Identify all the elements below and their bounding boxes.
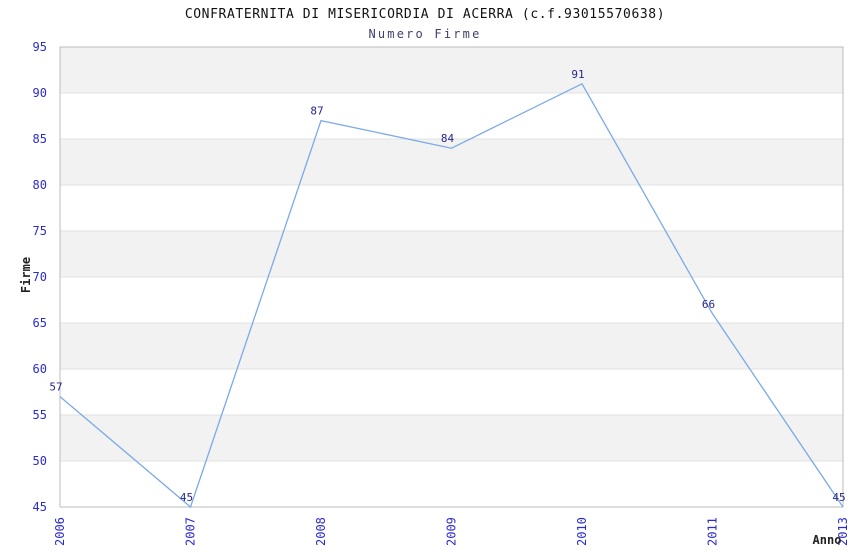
chart-title: CONFRATERNITA DI MISERICORDIA DI ACERRA …: [184, 7, 666, 22]
plot-band: [60, 185, 843, 231]
x-axis-title: Anno: [812, 533, 842, 547]
data-point-label: 66: [702, 298, 715, 311]
x-tick-label: 2013: [836, 517, 850, 546]
x-tick-label: 2008: [314, 517, 328, 546]
y-tick-label: 65: [33, 316, 47, 330]
y-tick-label: 90: [33, 86, 47, 100]
y-tick-label: 50: [33, 454, 47, 468]
y-tick-label: 95: [33, 40, 47, 54]
data-point-label: 91: [571, 68, 584, 81]
plot-band: [60, 93, 843, 139]
plot-border: [59, 46, 844, 508]
y-tick-label: 60: [33, 362, 47, 376]
data-point-label: 57: [49, 381, 62, 394]
x-tick-label: 2009: [445, 517, 459, 546]
plot-band: [60, 415, 843, 461]
plot-band: [60, 139, 843, 185]
y-tick-label: 80: [33, 178, 47, 192]
data-line: [59, 82, 844, 509]
y-tick-label: 75: [33, 224, 47, 238]
x-tick-label: 2006: [53, 517, 67, 546]
x-tick-label: 2010: [575, 517, 589, 546]
y-tick-label: 70: [33, 270, 47, 284]
chart-subtitle: Numero Firme: [368, 27, 482, 41]
plot-band: [60, 47, 843, 93]
plot-band: [60, 231, 843, 277]
y-tick-label: 55: [33, 408, 47, 422]
data-point-label: 84: [441, 132, 455, 145]
plot-band: [60, 277, 843, 323]
y-tick-label: 85: [33, 132, 47, 146]
data-point-label: 45: [832, 491, 845, 504]
data-point-label: 87: [310, 105, 323, 118]
x-tick-label: 2007: [184, 517, 198, 546]
y-tick-label: 45: [33, 500, 47, 514]
plot-band: [60, 369, 843, 415]
plot-band: [60, 461, 843, 507]
plot-band: [60, 323, 843, 369]
x-tick-label: 2011: [706, 517, 720, 546]
data-point-label: 45: [180, 491, 193, 504]
